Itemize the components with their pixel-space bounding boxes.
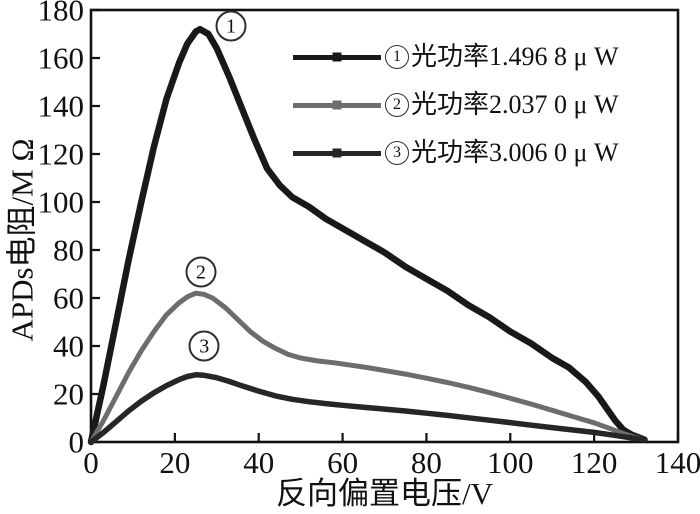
x-tick-label: 60 bbox=[327, 445, 359, 480]
x-axis-title: 反向偏置电压/V bbox=[276, 476, 493, 511]
curve-series-1 bbox=[87, 25, 648, 446]
x-tick-label: 120 bbox=[570, 445, 618, 480]
annotation-circle-3: 3 bbox=[188, 330, 220, 362]
y-tick-label: 140 bbox=[37, 88, 85, 124]
legend-line-swatch bbox=[293, 148, 381, 158]
y-tick-label: 40 bbox=[53, 328, 84, 364]
y-axis-title: APDs电阻/M Ω bbox=[4, 138, 40, 342]
y-tick-label: 60 bbox=[53, 280, 84, 316]
y-tick-label: 180 bbox=[37, 0, 85, 28]
x-tick-label: 20 bbox=[159, 445, 191, 480]
legend-line-swatch bbox=[293, 100, 381, 110]
legend: 1 光功率1.496 8 μ W 2 光功率2.037 0 μ W 3 光功率3.006 … bbox=[293, 42, 618, 168]
legend-square-marker bbox=[332, 100, 342, 110]
legend-row-3: 3 光功率3.006 0 μ W bbox=[293, 138, 618, 168]
legend-line-swatch bbox=[293, 52, 381, 62]
legend-square-marker bbox=[332, 52, 342, 62]
curve-series-2 bbox=[88, 290, 647, 445]
legend-row-2: 2 光功率2.037 0 μ W bbox=[293, 90, 618, 120]
x-tick-label: 80 bbox=[410, 445, 442, 480]
legend-number-circle: 2 bbox=[385, 93, 409, 117]
curve-series-3 bbox=[88, 372, 648, 445]
legend-label: 光功率2.037 0 μ W bbox=[411, 90, 619, 119]
x-tick-label: 140 bbox=[654, 445, 700, 480]
y-tick-label: 100 bbox=[37, 184, 85, 220]
y-tick-label: 80 bbox=[53, 232, 84, 268]
legend-row-1: 1 光功率1.496 8 μ W bbox=[293, 42, 618, 72]
y-tick-label: 20 bbox=[53, 376, 84, 412]
annotation-circle-2: 2 bbox=[185, 256, 217, 288]
y-tick-label: 0 bbox=[68, 424, 85, 460]
plot-border bbox=[89, 8, 680, 444]
y-tick-label: 160 bbox=[37, 40, 85, 76]
annotation-circle-1: 1 bbox=[215, 10, 247, 42]
x-tick-label: 0 bbox=[83, 445, 99, 480]
legend-number-circle: 3 bbox=[385, 141, 409, 165]
x-tick-label: 100 bbox=[487, 445, 534, 480]
legend-number-circle: 1 bbox=[385, 45, 409, 69]
legend-label: 光功率3.006 0 μ W bbox=[411, 138, 619, 167]
legend-label: 光功率1.496 8 μ W bbox=[411, 42, 619, 71]
x-tick-label: 40 bbox=[243, 445, 275, 480]
legend-square-marker bbox=[332, 148, 342, 158]
y-tick-label: 120 bbox=[37, 136, 85, 172]
